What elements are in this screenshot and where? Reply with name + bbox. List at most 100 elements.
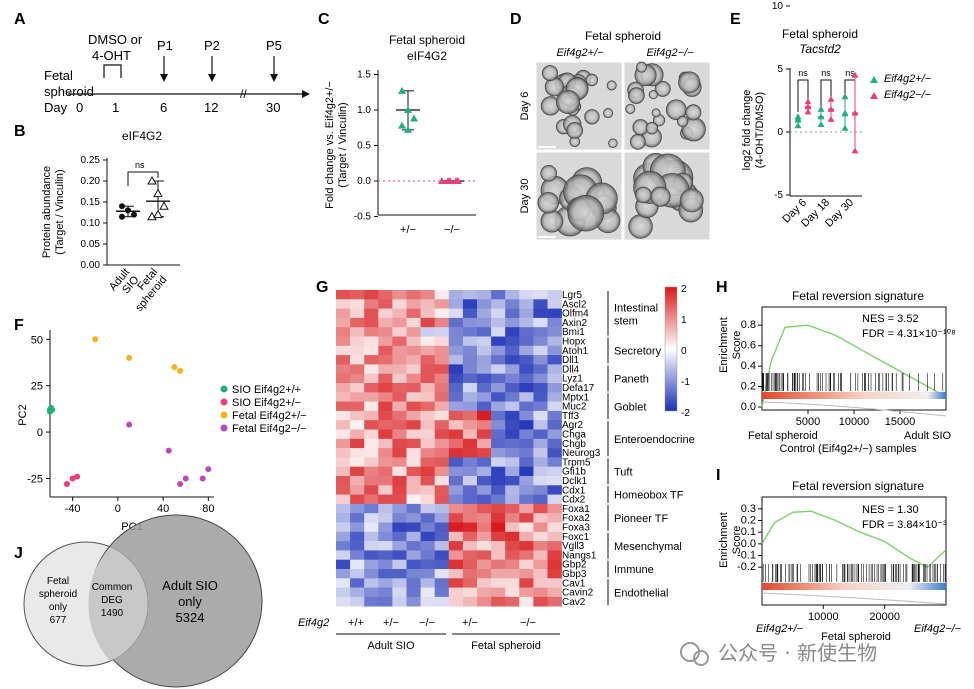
panel-e-point bbox=[817, 113, 825, 120]
panel-g-heatmap bbox=[336, 290, 562, 607]
day-6: 6 bbox=[160, 100, 167, 115]
panel-b-point-fetal bbox=[153, 209, 163, 219]
heatmap-cell bbox=[420, 345, 435, 356]
heatmap-cell bbox=[491, 308, 506, 319]
heatmap-cell bbox=[547, 336, 562, 347]
heatmap-cell bbox=[392, 541, 407, 551]
heatmap-cell bbox=[533, 345, 548, 356]
heatmap-cell bbox=[477, 466, 492, 477]
spheroid-shape bbox=[679, 188, 704, 213]
heatmap-cell bbox=[547, 448, 562, 458]
heatmap-cell bbox=[406, 327, 421, 337]
heatmap-cell bbox=[406, 308, 421, 319]
heatmap-cell bbox=[350, 448, 365, 458]
gene-label: Olfm4 bbox=[562, 309, 589, 320]
heatmap-cell bbox=[392, 476, 407, 486]
heatmap-cell bbox=[519, 596, 534, 607]
spheroid-shape bbox=[584, 109, 600, 125]
heatmap-cell bbox=[491, 569, 506, 579]
heatmap-cell bbox=[533, 596, 548, 607]
heatmap-cell bbox=[448, 327, 464, 337]
treatment-label-line1: DMSO or bbox=[88, 32, 143, 47]
heatmap-cell bbox=[477, 550, 492, 560]
heatmap-cell bbox=[434, 550, 450, 560]
panel-h-ylabel-2: Score bbox=[731, 331, 743, 360]
venn-left-4: 677 bbox=[50, 615, 67, 626]
heatmap-cell bbox=[477, 531, 492, 542]
heatmap-cell bbox=[364, 410, 379, 421]
heatmap-cell bbox=[350, 503, 365, 514]
heatmap-cell bbox=[406, 587, 421, 598]
heatmap-cell bbox=[434, 438, 450, 449]
treatment-bracket bbox=[103, 64, 122, 78]
heatmap-cell bbox=[378, 531, 393, 542]
heatmap-cell bbox=[336, 485, 351, 495]
heatmap-cell bbox=[420, 364, 435, 374]
heatmap-cell bbox=[533, 476, 548, 486]
heatmap-cell bbox=[378, 401, 393, 412]
panel-f-ytick-label: -25 bbox=[27, 473, 43, 485]
heatmap-cell bbox=[477, 503, 492, 514]
heatmap-cell bbox=[533, 522, 548, 533]
heatmap-cell bbox=[477, 364, 492, 374]
heatmap-cell bbox=[533, 336, 548, 347]
heatmap-cell bbox=[406, 494, 421, 505]
panel-e-point bbox=[841, 109, 849, 116]
heatmap-cell bbox=[336, 299, 351, 309]
heatmap-cell bbox=[462, 355, 478, 365]
heatmap-cell bbox=[336, 317, 351, 328]
heatmap-cell bbox=[420, 410, 435, 421]
spheroid-shape bbox=[685, 104, 702, 121]
heatmap-cell bbox=[434, 587, 450, 598]
heatmap-cell bbox=[547, 503, 562, 514]
spheroid-shape bbox=[567, 194, 605, 232]
heatmap-cell bbox=[420, 541, 435, 551]
heatmap-cell bbox=[392, 336, 407, 347]
heatmap-cell bbox=[364, 345, 379, 356]
wechat-icon-bubble bbox=[693, 650, 709, 666]
panel-i-rank-bar bbox=[762, 583, 946, 590]
heatmap-cell bbox=[420, 373, 435, 384]
heatmap-cell bbox=[434, 457, 450, 467]
panel-f-point bbox=[74, 473, 81, 480]
heatmap-cell bbox=[448, 550, 464, 560]
heatmap-cell bbox=[477, 494, 492, 505]
panel-i-right-label: Eif4g2−/− bbox=[914, 623, 962, 635]
heatmap-cell bbox=[505, 596, 520, 607]
heatmap-cell bbox=[434, 429, 450, 440]
heatmap-cell bbox=[420, 569, 435, 579]
panel-b-ytick-label: 0.20 bbox=[81, 176, 101, 187]
heatmap-cell bbox=[434, 345, 450, 356]
passage-p1: P1 bbox=[157, 38, 173, 53]
heatmap-cell bbox=[364, 559, 379, 570]
heatmap-cell bbox=[448, 410, 464, 421]
panel-g-condition-fetal: Fetal spheroid bbox=[471, 640, 541, 652]
panel-i-ylabel-2: Score bbox=[731, 526, 743, 555]
heatmap-cell bbox=[350, 531, 365, 542]
panel-e-ytick-label: 10 bbox=[772, 1, 784, 12]
panel-c-xtick-het: +/− bbox=[400, 224, 416, 236]
gene-label: Dll1 bbox=[562, 355, 580, 366]
heatmap-cell bbox=[336, 438, 351, 449]
gene-label: Foxa1 bbox=[562, 504, 590, 515]
panel-h-right-label: Adult SIO bbox=[904, 430, 952, 442]
heatmap-cell bbox=[350, 541, 365, 551]
spheroid-shape bbox=[635, 186, 652, 204]
panel-b-point-adult bbox=[131, 211, 137, 218]
heatmap-cell bbox=[406, 541, 421, 551]
panel-e-ylabel-2: (4-OHT/DMSO) bbox=[754, 92, 766, 168]
spheroid-shape bbox=[654, 80, 671, 97]
heatmap-cell bbox=[477, 336, 492, 347]
heatmap-cell bbox=[420, 317, 435, 328]
heatmap-cell bbox=[392, 429, 407, 440]
heatmap-cell bbox=[547, 429, 562, 440]
heatmap-cell bbox=[350, 587, 365, 598]
heatmap-cell bbox=[547, 569, 562, 579]
heatmap-cell bbox=[491, 373, 506, 384]
heatmap-cell bbox=[505, 336, 520, 347]
panel-b-ns: ns bbox=[135, 160, 145, 170]
heatmap-cell bbox=[519, 299, 534, 309]
heatmap-cell bbox=[336, 457, 351, 467]
